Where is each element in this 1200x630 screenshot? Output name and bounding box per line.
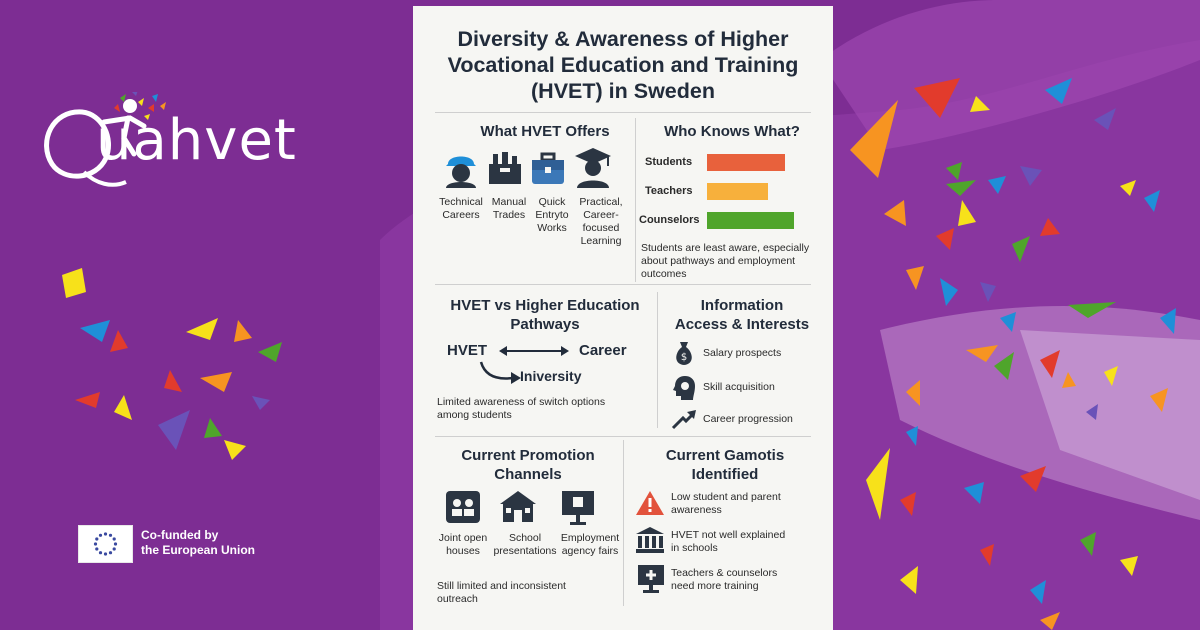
divider [657,292,658,428]
poster-title: Diversity & Awareness of Higher Vocation… [447,27,799,103]
chalkboard-icon [638,565,664,593]
head-gear-icon [673,376,695,400]
warning-icon [636,491,664,515]
promo-label-presentations: School presentations [493,532,557,557]
divider [435,436,811,437]
pathway-university: Iniversity [520,368,582,384]
promotion-note: Still limited and inconsistent outreach [437,580,566,605]
divider [623,440,624,606]
info-salary: Salary prospects [703,347,782,359]
quahvet-logo [44,92,166,187]
promo-label-fairs: Employment agency fairs [560,532,620,557]
curved-arrow-icon [479,361,521,384]
offer-label-quick: Quick Entryto Works [535,196,569,234]
promotion-heading: Current Promotion Channels [461,447,595,483]
knows-bar-counselors [707,212,794,229]
gap-1: Low student and parent awareness [671,491,781,516]
graduate-icon [575,148,611,188]
svg-text:$: $ [681,352,687,363]
info-career: Career progression [703,413,793,425]
pathways-heading: HVET vs Higher Education Pathways [450,297,640,333]
knows-label-students: Students [645,156,693,168]
institution-icon [636,527,664,553]
pathways-note: Limited awareness of switch options amon… [437,396,606,421]
school-icon [500,491,536,522]
offer-label-technical: Technical Careers [439,196,483,221]
people-board-icon [446,491,480,523]
tools-icon [489,152,521,184]
divider [435,112,811,113]
knows-label-teachers: Teachers [645,185,693,197]
divider [635,118,636,282]
gaps-heading: Current Gamotis Identified [665,447,785,483]
promo-label-open-houses: Joint open houses [438,532,488,557]
knows-label-counselors: Counselors [639,214,700,226]
knows-note: Students are least aware, especially abo… [641,242,810,280]
infographic-poster: Diversity & Awareness of Higher Vocation… [413,6,833,630]
offer-label-practical: Practical, Career-focused Learning [579,196,623,247]
gap-2: HVET not well explained in schools [671,529,786,554]
info-heading: Information Access & Interests [674,297,810,333]
eu-funding-text: Co-funded by the European Union [141,528,301,558]
eu-line-2: the European Union [141,543,255,557]
knows-heading: Who Knows What? [664,123,800,140]
divider [435,284,811,285]
eu-flag-icon [78,525,133,563]
pathway-hvet: HVET [447,342,488,359]
knows-bar-students [707,154,785,171]
offers-heading: What HVET Offers [480,123,610,140]
knows-bar-teachers [707,183,768,200]
logo-wordmark: uahvet [96,108,297,173]
money-bag-icon: $ [676,342,692,365]
pathway-career: Career [579,342,627,359]
gap-3: Teachers & counselors need more training [671,567,778,592]
hard-hat-worker-icon [446,156,476,188]
presentation-board-icon [562,491,594,525]
info-skill: Skill acquisition [703,381,775,393]
briefcase-icon [532,152,564,184]
offer-label-manual: Manual Trades [491,196,527,221]
trend-arrow-icon [671,410,696,430]
eu-line-1: Co-funded by [141,528,219,542]
double-arrow-icon [499,346,569,356]
